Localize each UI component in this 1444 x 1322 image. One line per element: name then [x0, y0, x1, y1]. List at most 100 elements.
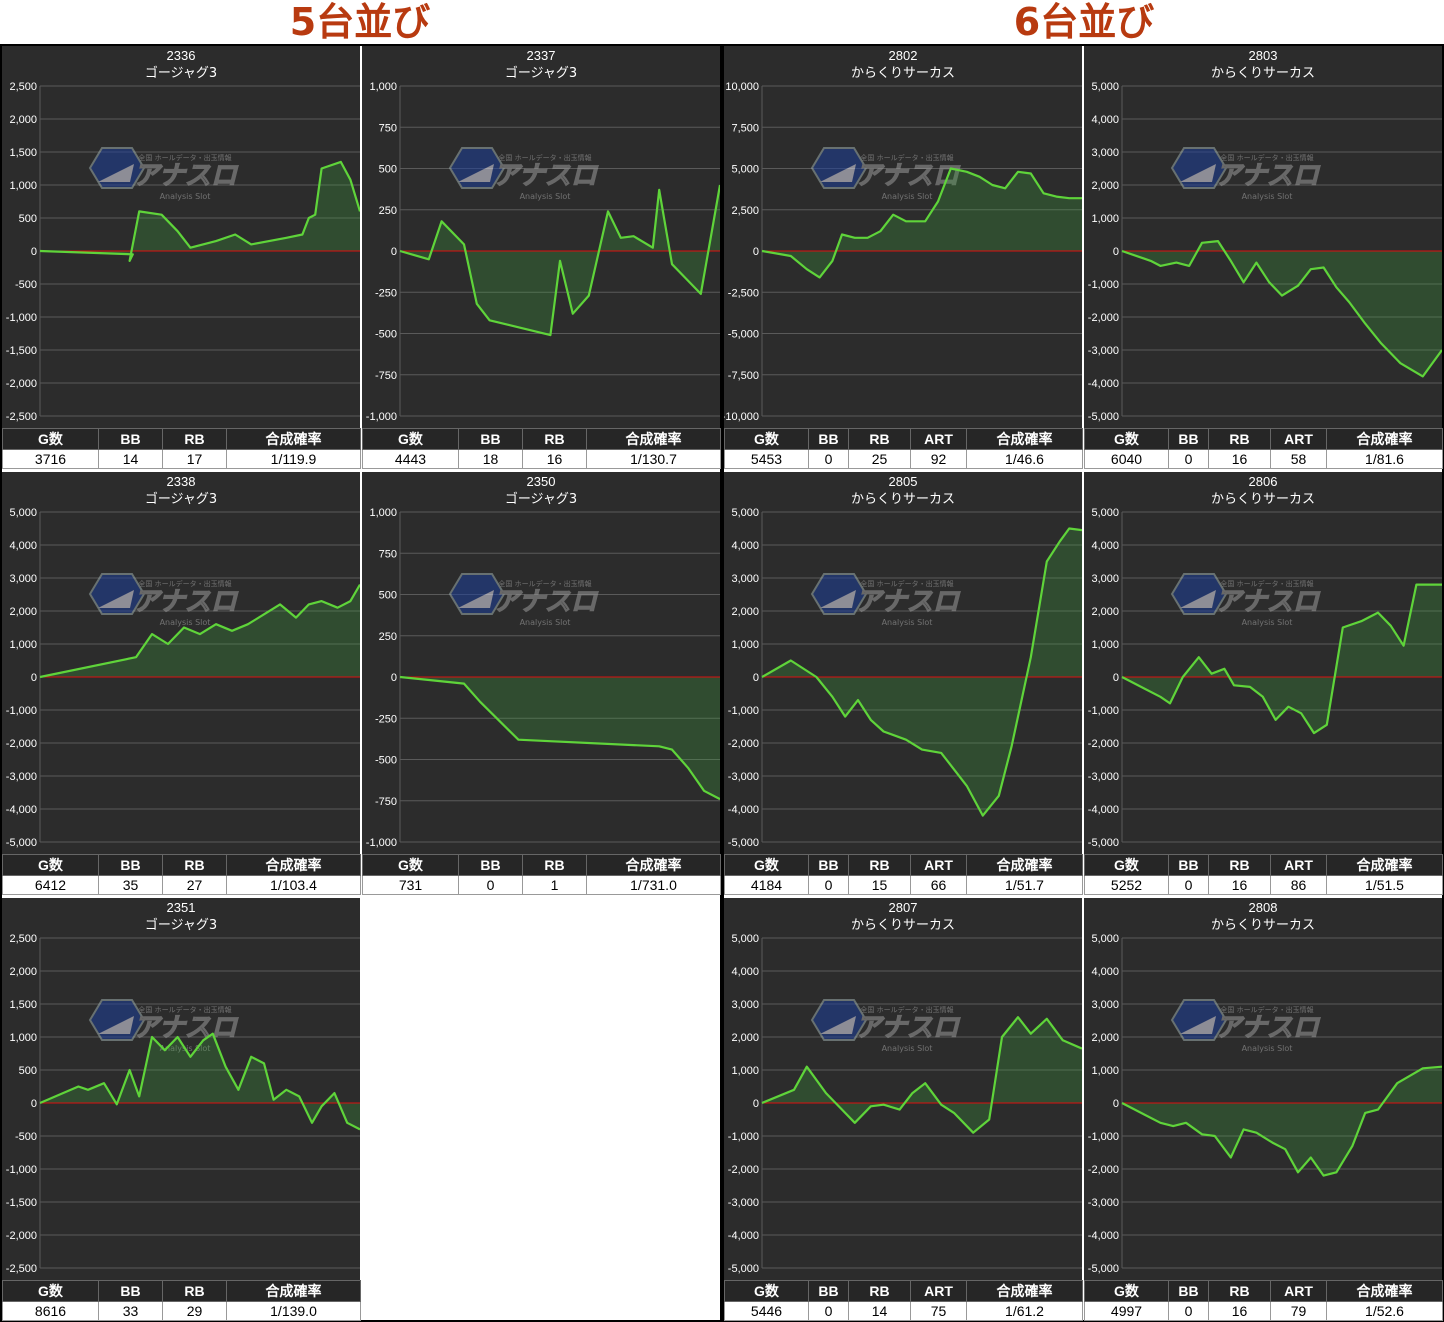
stat-header-rate: 合成確率 [226, 854, 361, 876]
y-tick-label: 4,000 [1091, 540, 1119, 552]
stat-value-bb: 0 [808, 449, 849, 469]
stats-table: G数 BB RB ART 合成確率 4184 0 15 66 1/51.7 [724, 854, 1083, 895]
series-area [762, 168, 1082, 278]
y-tick-label: 0 [753, 672, 759, 684]
chart-panel-2350: 2350 ゴージャグ3 1,000 750 500 250 0 -250 -500 -750 -1,… [362, 472, 721, 895]
chart-svg: 2803 からくりサーカス 5,000 4,000 3,000 2,000 1,000 0 -1… [1088, 48, 1442, 423]
stat-value-bb: 0 [1168, 449, 1209, 469]
y-tick-label: -3,000 [728, 1197, 759, 1209]
y-tick-label: 5,000 [731, 933, 759, 945]
y-tick-label: 5,000 [1091, 81, 1119, 93]
stat-value-rb: 15 [848, 875, 911, 895]
chart-title: 2350 [527, 474, 556, 489]
svg-text:全国 ホールデータ・出玉情報: 全国 ホールデータ・出玉情報 [860, 1005, 953, 1014]
svg-text:アナスロ: アナスロ [133, 587, 238, 617]
y-tick-label: -4,000 [1088, 378, 1119, 390]
chart-panel-2802: 2802 からくりサーカス 10,000 7,500 5,000 2,500 0 -2,500… [724, 46, 1083, 469]
stat-header-bb: BB [98, 1280, 163, 1302]
stat-header-rb: RB [848, 428, 911, 450]
y-tick-label: -1,000 [6, 1164, 37, 1176]
y-tick-label: 0 [753, 1098, 759, 1110]
y-tick-label: -4,000 [1088, 804, 1119, 816]
y-tick-label: 0 [753, 246, 759, 258]
y-tick-label: -1,000 [366, 837, 397, 849]
stat-value-g: 3716 [2, 449, 99, 469]
stats-table: G数 BB RB ART 合成確率 5453 0 25 92 1/46.6 [724, 428, 1083, 469]
stat-header-g: G数 [2, 428, 99, 450]
stats-table: G数 BB RB 合成確率 3716 14 17 1/119.9 [2, 428, 361, 469]
stat-header-art: ART [910, 854, 967, 876]
series-line [39, 160, 360, 262]
stat-value-rb: 16 [1208, 1301, 1271, 1321]
y-tick-label: 750 [379, 548, 397, 560]
stat-header-rate: 合成確率 [966, 1280, 1083, 1302]
stat-header-g: G数 [1084, 1280, 1169, 1302]
stat-header-rb: RB [848, 854, 911, 876]
y-tick-label: 2,000 [9, 114, 37, 126]
y-tick-label: 1,000 [1091, 1065, 1119, 1077]
stat-header-rate: 合成確率 [966, 428, 1083, 450]
svg-text:アナスロ: アナスロ [493, 587, 598, 617]
stat-header-rb: RB [848, 1280, 911, 1302]
y-tick-label: 5,000 [731, 507, 759, 519]
y-tick-label: 5,000 [9, 507, 37, 519]
y-tick-label: 3,000 [1091, 999, 1119, 1011]
stat-value-rb: 16 [1208, 875, 1271, 895]
stat-value-g: 4184 [724, 875, 809, 895]
chart-subtitle: ゴージャグ3 [145, 65, 217, 81]
stat-value-rate: 1/81.6 [1326, 449, 1443, 469]
chart-svg: 2807 からくりサーカス 5,000 4,000 3,000 2,000 1,000 0 -1… [728, 900, 1082, 1275]
y-tick-label: -1,000 [6, 312, 37, 324]
stat-value-bb: 0 [808, 1301, 849, 1321]
stat-value-rb: 27 [162, 875, 227, 895]
y-tick-label: 0 [1113, 1098, 1119, 1110]
y-tick-label: 0 [1113, 672, 1119, 684]
stat-value-art: 86 [1270, 875, 1327, 895]
y-tick-label: 1,000 [1091, 213, 1119, 225]
stat-header-art: ART [910, 428, 967, 450]
chart-panel-2803: 2803 からくりサーカス 5,000 4,000 3,000 2,000 1,000 0 -1… [1084, 46, 1443, 469]
series-line [39, 584, 360, 679]
stat-value-g: 6040 [1084, 449, 1169, 469]
stat-header-rate: 合成確率 [1326, 428, 1443, 450]
y-tick-label: -2,000 [1088, 1164, 1119, 1176]
stat-value-art: 58 [1270, 449, 1327, 469]
y-tick-label: 5,000 [731, 164, 759, 176]
y-tick-label: 500 [379, 590, 397, 602]
chart-subtitle: からくりサーカス [851, 918, 955, 933]
chart-svg: 2806 からくりサーカス 5,000 4,000 3,000 2,000 1,000 0 -1… [1088, 474, 1442, 849]
y-tick-label: 2,500 [731, 205, 759, 217]
series-line [399, 184, 720, 337]
stats-table: G数 BB RB ART 合成確率 5446 0 14 75 1/61.2 [724, 1280, 1083, 1321]
y-tick-label: -250 [375, 713, 397, 725]
stat-header-rb: RB [162, 1280, 227, 1302]
series-area [40, 584, 360, 677]
chart-svg: 2338 ゴージャグ3 5,000 4,000 3,000 2,000 1,000 0 -1,0… [6, 474, 360, 849]
y-tick-label: -2,500 [6, 411, 37, 423]
y-tick-label: -5,000 [728, 329, 759, 341]
chart-svg: 2802 からくりサーカス 10,000 7,500 5,000 2,500 0 -2,500… [724, 48, 1082, 423]
y-tick-label: 1,000 [9, 1032, 37, 1044]
stat-value-g: 4443 [362, 449, 459, 469]
chart-title: 2803 [1249, 48, 1278, 63]
y-tick-label: -2,000 [1088, 312, 1119, 324]
stat-value-g: 6412 [2, 875, 99, 895]
series-area [400, 677, 720, 800]
stats-table: G数 BB RB ART 合成確率 4997 0 16 79 1/52.6 [1084, 1280, 1443, 1321]
svg-text:Analysis Slot: Analysis Slot [882, 618, 933, 627]
stat-value-rb: 14 [848, 1301, 911, 1321]
y-tick-label: 1,000 [731, 639, 759, 651]
svg-text:全国 ホールデータ・出玉情報: 全国 ホールデータ・出玉情報 [138, 153, 231, 162]
stat-value-rate: 1/731.0 [586, 875, 721, 895]
y-tick-label: 5,000 [1091, 507, 1119, 519]
series-line [399, 675, 720, 801]
svg-text:全国 ホールデータ・出玉情報: 全国 ホールデータ・出玉情報 [498, 153, 591, 162]
stats-table: G数 BB RB ART 合成確率 5252 0 16 86 1/51.5 [1084, 854, 1443, 895]
stat-header-bb: BB [458, 854, 523, 876]
chart-title: 2806 [1249, 474, 1278, 489]
stat-value-g: 731 [362, 875, 459, 895]
y-tick-label: 0 [391, 246, 397, 258]
stat-value-art: 79 [1270, 1301, 1327, 1321]
